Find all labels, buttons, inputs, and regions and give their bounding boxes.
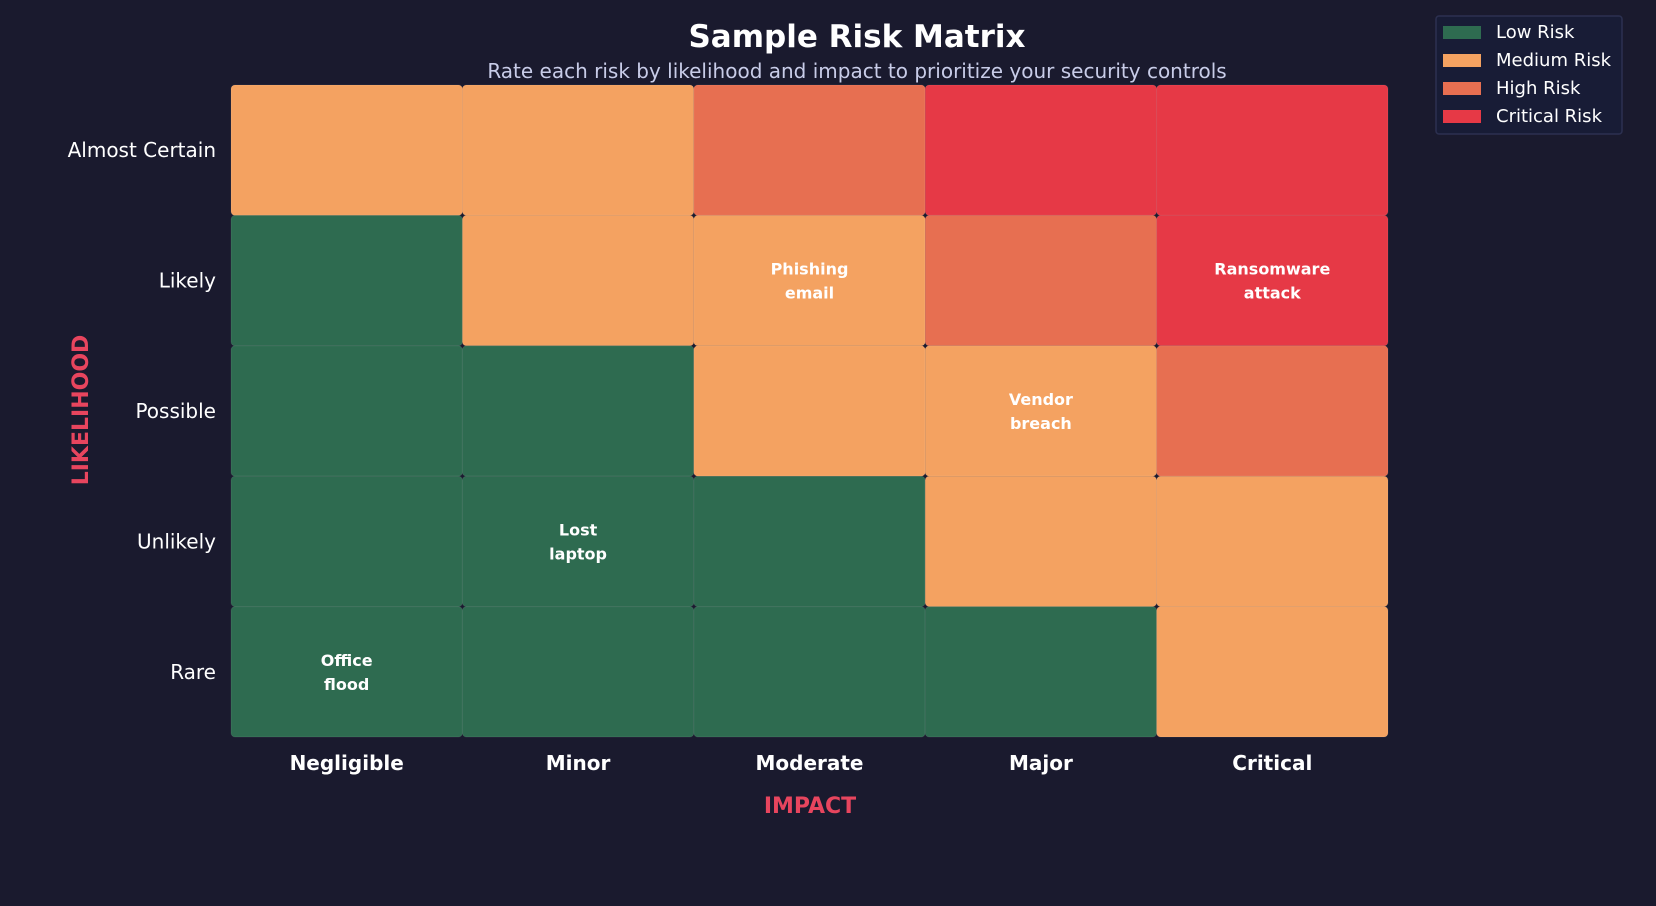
matrix-cells: Phishing email Ransomware attack Vendor breac… — [230, 84, 1389, 738]
chart-subtitle: Rate each risk by likelihood and impact … — [487, 59, 1226, 83]
risk-label: Phishing — [771, 260, 849, 279]
y-axis-label: LIKELIHOOD — [69, 335, 94, 486]
matrix-cell — [461, 345, 695, 477]
x-tick-label: Critical — [1232, 751, 1312, 775]
legend-label: Critical Risk — [1496, 106, 1603, 127]
legend-swatch — [1443, 82, 1481, 95]
x-tick-labels: Negligible Minor Moderate Major Critical — [290, 751, 1313, 775]
risk-label: Lost — [559, 520, 598, 539]
risk-label: attack — [1244, 284, 1301, 303]
matrix-cell — [924, 84, 1158, 216]
legend-label: Medium Risk — [1496, 50, 1612, 71]
legend-swatch — [1443, 54, 1481, 67]
legend-swatch — [1443, 26, 1481, 39]
legend-box — [1435, 15, 1623, 135]
matrix-cell — [693, 475, 926, 608]
y-tick-label: Rare — [170, 660, 216, 684]
y-tick-label: Almost Certain — [68, 138, 216, 162]
matrix-cell — [1156, 214, 1389, 347]
matrix-cell — [693, 214, 926, 347]
risk-label: laptop — [549, 544, 607, 563]
matrix-cell — [230, 475, 463, 608]
matrix-cell — [230, 606, 463, 738]
matrix-cell — [230, 84, 463, 216]
x-tick-label: Minor — [546, 751, 611, 775]
x-axis-label: IMPACT — [764, 794, 856, 819]
matrix-cell — [924, 475, 1158, 608]
matrix-cell — [461, 606, 695, 738]
x-tick-label: Moderate — [755, 751, 863, 775]
x-tick-label: Negligible — [290, 751, 404, 775]
matrix-cell — [461, 84, 695, 216]
risk-label: email — [785, 284, 834, 303]
risk-label: flood — [324, 675, 369, 694]
matrix-cell — [230, 345, 463, 477]
matrix-cell — [230, 214, 463, 347]
y-tick-label: Unlikely — [137, 529, 216, 553]
legend: Low Risk Medium Risk High Risk Critical Ris… — [1435, 15, 1623, 135]
matrix-cell — [1156, 84, 1389, 216]
risk-label: Ransomware — [1214, 260, 1330, 279]
matrix-cell — [693, 84, 926, 216]
matrix-cell — [924, 214, 1158, 347]
matrix-cell — [461, 475, 695, 608]
matrix-cell — [924, 606, 1158, 738]
y-tick-label: Possible — [135, 399, 216, 423]
y-tick-label: Likely — [159, 269, 216, 293]
legend-swatch — [1443, 110, 1481, 123]
matrix-cell — [461, 214, 695, 347]
matrix-cell — [1156, 606, 1389, 738]
y-tick-labels: Almost Certain Likely Possible Unlikely Rare — [68, 138, 217, 684]
risk-label: breach — [1010, 414, 1072, 433]
risk-label: Vendor — [1009, 390, 1073, 409]
chart-title: Sample Risk Matrix — [688, 19, 1025, 55]
matrix-cell — [693, 345, 926, 477]
matrix-cell — [1156, 475, 1389, 608]
matrix-cell — [924, 345, 1158, 477]
matrix-cell — [693, 606, 926, 738]
legend-label: Low Risk — [1496, 22, 1575, 43]
legend-label: High Risk — [1496, 78, 1581, 99]
x-tick-label: Major — [1009, 751, 1073, 775]
risk-label: Office — [321, 651, 373, 670]
matrix-cell — [1156, 345, 1389, 477]
